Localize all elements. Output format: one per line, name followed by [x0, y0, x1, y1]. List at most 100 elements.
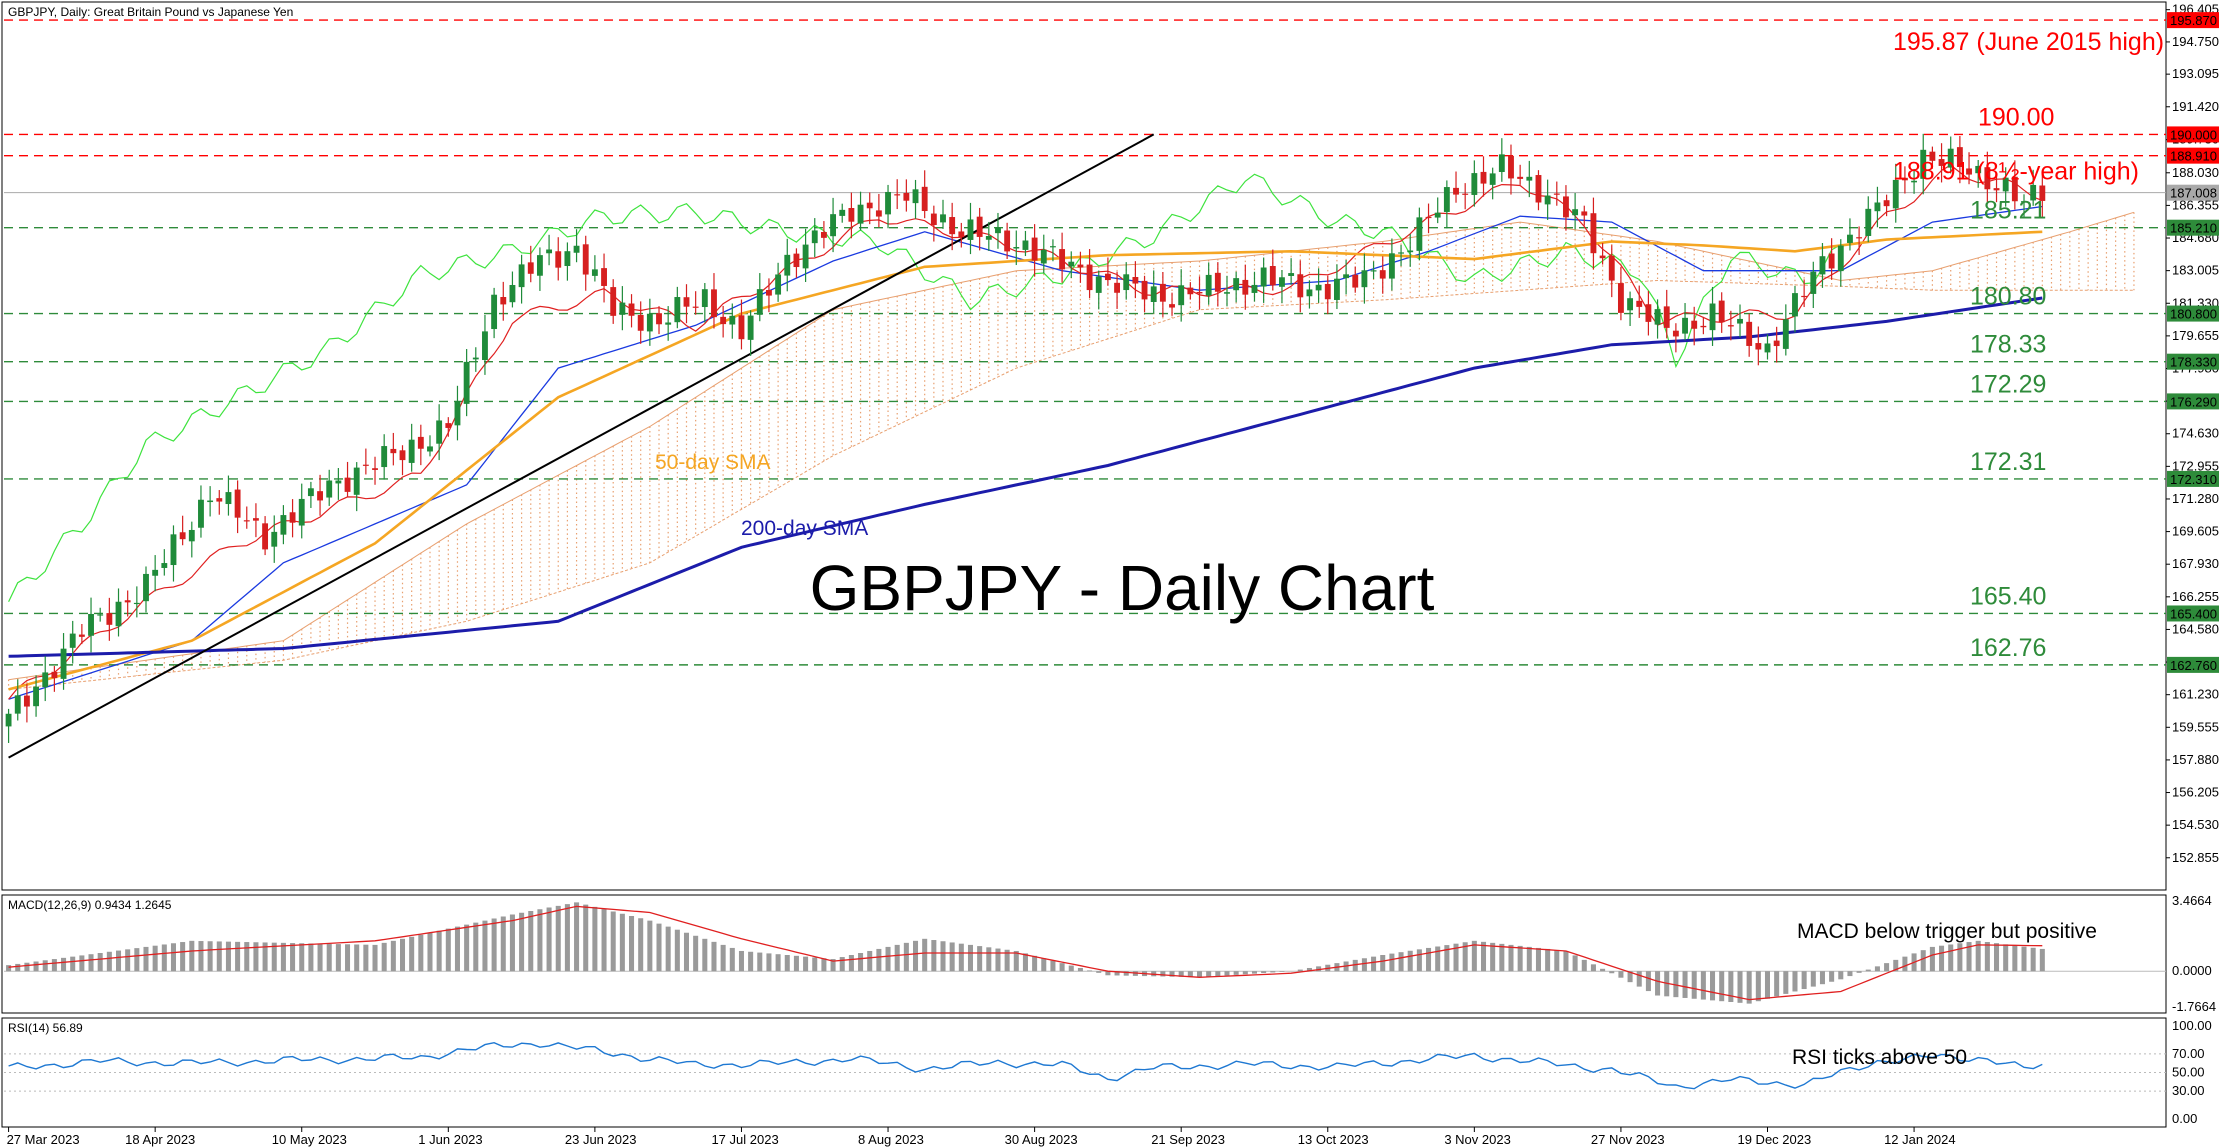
candle-body [1938, 159, 1945, 166]
level-axis-label: 185.210 [2170, 221, 2217, 236]
candle-body [912, 189, 919, 204]
candle-body [1810, 271, 1817, 294]
candle-body [802, 244, 809, 269]
candle-body [830, 214, 837, 237]
candle-body [1727, 325, 1734, 327]
candle-body [1104, 273, 1111, 281]
level-axis-label: 165.400 [2170, 606, 2217, 621]
candle-body [1837, 245, 1844, 272]
level-annotation: 188.91 (8½-year high) [1893, 158, 2139, 186]
candle-body [1297, 274, 1304, 298]
candle-body [1828, 253, 1835, 269]
candle-body [1398, 252, 1404, 254]
rsi-tick-label: 100.00 [2172, 1018, 2212, 1033]
candle-body [408, 439, 415, 463]
candle-body [747, 315, 754, 340]
candle-body [1672, 330, 1679, 337]
candle-body [372, 468, 378, 470]
candle-body [967, 219, 974, 240]
level-axis-marker [2167, 219, 2219, 236]
price-tick-label: 169.605 [2172, 524, 2219, 539]
candle-body [949, 217, 956, 235]
level-axis-label: 190.000 [2170, 127, 2217, 142]
candle-body [601, 268, 607, 286]
date-axis: 27 Mar 2023 18 Apr 2023 10 May 2023 1 Jun 2… [7, 1127, 1956, 1147]
price-axis: 196.405194.750193.095191.420189.730188.0… [2166, 2, 2219, 865]
candle-body [720, 316, 727, 325]
level-annotation: 172.31 [1970, 448, 2046, 476]
candle-body [921, 186, 928, 212]
candle-body [683, 297, 690, 307]
rsi-tick-label: 50.00 [2172, 1065, 2205, 1080]
candle-body [1498, 154, 1505, 173]
rsi-tick-label: 30.00 [2172, 1083, 2205, 1098]
candle-body [1526, 176, 1533, 181]
candle-body [271, 531, 278, 547]
candle-body [1343, 274, 1350, 279]
level-annotation: 162.76 [1970, 634, 2046, 662]
candle-body [1508, 155, 1514, 179]
candle-body [1040, 249, 1047, 264]
candle-body [97, 614, 104, 616]
ichimoku-cloud [7, 211, 2135, 690]
candle-body [1901, 177, 1908, 181]
candle-body [1453, 187, 1459, 195]
candle-body [463, 361, 470, 404]
candle-body [1563, 196, 1569, 218]
candle-body [582, 244, 589, 275]
candle-body [262, 523, 269, 550]
price-tick-label: 186.355 [2172, 197, 2219, 212]
level-labels: 195.870 195.87 (June 2015 high) 190.000 190… [1893, 12, 2219, 673]
price-tick-label: 164.580 [2172, 621, 2219, 636]
level-axis-marker [2167, 353, 2219, 370]
candle-body [1553, 193, 1560, 195]
date-tick-label: 27 Mar 2023 [7, 1132, 80, 1147]
level-annotation: 190.00 [1978, 103, 2054, 131]
candle-body [436, 420, 443, 444]
candle-body [1865, 208, 1872, 236]
candle-body [1984, 167, 1991, 190]
candle-body [985, 236, 992, 240]
candle-body [2030, 184, 2037, 201]
candle-body [555, 251, 562, 268]
candle-body [1279, 277, 1285, 287]
candle-body [995, 227, 1001, 234]
candle-body [115, 601, 122, 627]
candle-body [1159, 283, 1166, 302]
price-tick-label: 154.530 [2172, 817, 2219, 832]
level-axis-marker [2167, 470, 2219, 487]
candle-body [106, 613, 113, 625]
candle-body [1471, 173, 1478, 195]
candle-body [78, 634, 85, 637]
candle-body [1663, 306, 1670, 328]
candle-body [1050, 246, 1056, 248]
date-tick-label: 10 May 2023 [272, 1132, 347, 1147]
macd-axis: 3.4664 0.0000 -1.7664 [2172, 893, 2216, 1014]
candle-body [362, 464, 369, 466]
candle-body [1782, 319, 1789, 349]
macd-note: MACD below trigger but positive [1797, 920, 2097, 943]
current-price-marker [2167, 184, 2219, 201]
candle-body [527, 262, 534, 274]
candle-body [1059, 249, 1066, 270]
candle-body [1251, 284, 1258, 293]
candle-body [1883, 200, 1890, 207]
candle-body [958, 231, 965, 238]
candle-body [143, 573, 149, 602]
candle-body [738, 315, 745, 340]
macd-header: MACD(12,26,9) 0.9434 1.2645 [8, 898, 172, 912]
candle-body [1269, 266, 1276, 286]
level-annotation: 165.40 [1970, 582, 2046, 610]
candle-body [1306, 289, 1313, 297]
candle-body [2002, 177, 2009, 192]
price-tick-label: 191.420 [2172, 99, 2219, 114]
candle-body [1169, 304, 1175, 308]
date-tick-label: 3 Nov 2023 [1444, 1132, 1511, 1147]
rsi-tick-label: 70.00 [2172, 1046, 2205, 1061]
candle-body [390, 448, 397, 454]
candle-body [1224, 292, 1230, 294]
candle-body [1737, 318, 1743, 324]
candle-body [234, 489, 241, 518]
candle-body [1636, 300, 1643, 307]
